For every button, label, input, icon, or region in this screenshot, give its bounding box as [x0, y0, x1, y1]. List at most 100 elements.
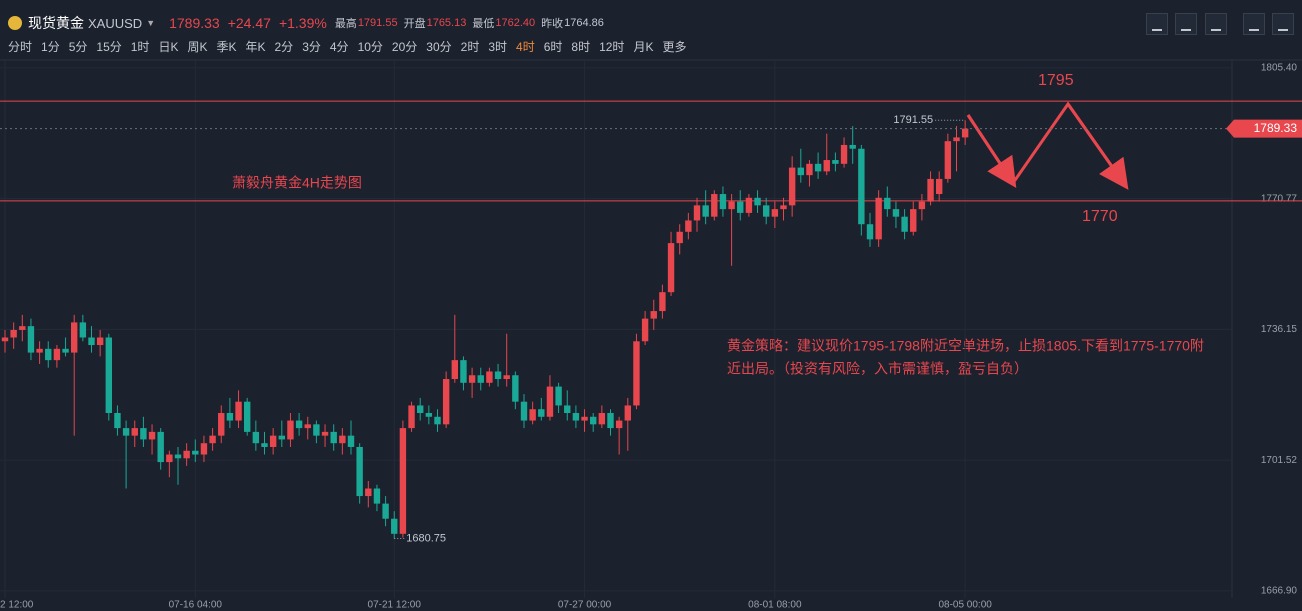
candle-body — [832, 160, 839, 164]
candle-body — [615, 420, 623, 429]
x-tick-label: 08-05 00:00 — [938, 600, 992, 611]
coin-icon — [8, 16, 22, 30]
candle-body — [131, 428, 138, 436]
candle-body — [659, 292, 666, 312]
candle-body — [477, 375, 484, 383]
candle-body — [330, 431, 337, 444]
candle-body — [676, 231, 683, 244]
candle-body — [823, 160, 830, 172]
change-pct: +1.39% — [278, 15, 327, 31]
candle-body — [27, 326, 35, 353]
arrow — [966, 114, 1017, 189]
candle-body — [641, 318, 649, 342]
target-label: 1770 — [1082, 208, 1118, 225]
last-price-label: 1789.33 — [1254, 121, 1298, 135]
candle-body — [244, 401, 251, 432]
candle-body — [875, 197, 882, 240]
candle-body — [858, 148, 865, 225]
candle-body — [961, 128, 969, 138]
x-tick-label: 07-27 00:00 — [558, 600, 612, 611]
candle-body — [633, 341, 640, 406]
period-tab[interactable]: 3分 — [302, 40, 321, 54]
period-tab[interactable]: 月K — [633, 40, 654, 54]
candle-body — [849, 144, 856, 149]
candle-body — [88, 337, 95, 346]
candle-body — [624, 405, 631, 421]
period-tab[interactable]: 周K — [187, 40, 208, 54]
candle-body — [745, 197, 753, 213]
candle-body — [382, 503, 389, 519]
candle-body — [538, 409, 545, 417]
period-tab[interactable]: 12时 — [599, 40, 625, 54]
candle-body — [313, 424, 320, 436]
candle-body — [114, 413, 121, 429]
period-tab[interactable]: 30分 — [426, 40, 452, 54]
candle-body — [814, 163, 822, 172]
dropdown-caret[interactable]: ▼ — [146, 18, 156, 28]
period-tab[interactable]: 6时 — [543, 40, 563, 54]
candle-body — [287, 420, 294, 440]
tool-button[interactable] — [1205, 13, 1227, 35]
candle-body — [10, 329, 17, 338]
last-price-tag — [1226, 119, 1302, 138]
period-tab[interactable]: 20分 — [391, 40, 418, 54]
stat-label: 昨收 — [541, 18, 564, 30]
candle-body — [754, 197, 761, 206]
symbol[interactable]: XAUUSD — [88, 15, 143, 31]
candle-body — [226, 413, 234, 421]
candle-body — [693, 205, 701, 221]
tool-button[interactable] — [1243, 13, 1265, 35]
candle-body — [192, 450, 199, 455]
candle-body — [936, 178, 943, 195]
candle-body — [572, 413, 580, 421]
y-tick-label: 1736.15 — [1261, 324, 1298, 335]
period-tab[interactable]: 3时 — [488, 40, 508, 54]
candle-body — [503, 375, 510, 380]
period-tab[interactable]: 5分 — [68, 40, 88, 54]
candle-body — [840, 144, 848, 164]
period-tab[interactable]: 2分 — [274, 40, 294, 54]
period-tab[interactable]: 年K — [245, 40, 266, 54]
period-tab[interactable]: 15分 — [96, 40, 122, 54]
period-tab[interactable]: 1分 — [41, 40, 60, 54]
period-tab[interactable]: 日K — [158, 40, 179, 54]
tool-button[interactable] — [1146, 13, 1168, 35]
period-tab[interactable]: 4时 — [516, 40, 535, 54]
period-tab[interactable]: 1时 — [130, 40, 150, 54]
candle-body — [702, 205, 709, 217]
candle-body — [79, 322, 87, 338]
candle-body — [520, 401, 528, 421]
candle-body — [269, 435, 277, 447]
period-tab[interactable]: 8时 — [571, 40, 591, 54]
y-tick-label: 1666.90 — [1261, 585, 1298, 596]
candle-body — [425, 413, 433, 417]
candle-body — [468, 375, 476, 383]
candle-body — [607, 413, 614, 429]
candle-body — [711, 194, 718, 217]
period-tab[interactable]: 10分 — [357, 40, 383, 54]
candle-body — [140, 428, 147, 440]
candle-body — [373, 488, 381, 504]
target-label: 1795 — [1038, 72, 1074, 89]
candle-body — [339, 435, 346, 444]
candle-body — [235, 401, 242, 421]
close-button[interactable] — [1272, 13, 1294, 35]
stat-label: 开盘 — [403, 18, 426, 30]
period-tab[interactable]: 4分 — [329, 40, 349, 54]
candle-body — [356, 446, 363, 497]
candle-body — [19, 326, 26, 330]
candle-body — [910, 209, 917, 232]
candle-body — [451, 360, 458, 380]
candle-body — [252, 431, 260, 444]
low-label: 1680.75 — [406, 532, 446, 544]
candle-body — [788, 167, 796, 206]
period-tab[interactable]: 分时 — [8, 40, 33, 54]
candle-body — [62, 348, 69, 353]
period-tab[interactable]: 季K — [216, 40, 237, 54]
period-tab[interactable]: 2时 — [460, 40, 480, 54]
tool-button[interactable] — [1175, 13, 1197, 35]
candle-body — [391, 518, 398, 534]
period-tab[interactable]: 更多 — [662, 40, 687, 54]
quote-bar: 现货黄金 XAUUSD ▼ 1789.33 +24.47 +1.39% 最高 1791.55 开… — [8, 13, 610, 33]
